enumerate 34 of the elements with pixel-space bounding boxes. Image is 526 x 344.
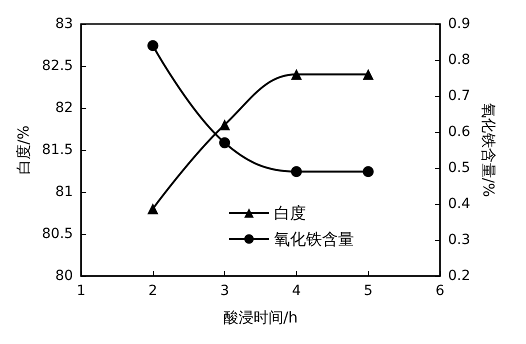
y2-tick-label: 0.7	[448, 88, 470, 104]
point	[147, 40, 158, 52]
x-tick-label: 5	[364, 283, 373, 299]
x-tick-label: 6	[436, 283, 445, 299]
legend-label: 氧化铁含量	[274, 230, 354, 248]
point	[219, 137, 230, 148]
legend-label: 白度	[274, 204, 306, 222]
y2-tick-label: 0.4	[448, 196, 470, 212]
y-tick-label: 82.5	[42, 58, 74, 74]
x-tick-label: 3	[220, 283, 230, 299]
y-tick-label: 82	[55, 100, 74, 116]
y-tick-label: 80	[55, 268, 74, 284]
y2-tick-label: 0.8	[448, 52, 470, 68]
y-tick-label: 81	[55, 184, 74, 200]
y2-tick-label: 0.6	[448, 124, 470, 140]
point	[362, 68, 374, 80]
point	[362, 166, 374, 178]
y-tick-label: 81.5	[42, 142, 74, 158]
point	[290, 68, 302, 80]
point	[290, 166, 302, 178]
point	[219, 119, 230, 130]
y2-tick-label: 0.5	[448, 160, 470, 176]
x-tick-label: 2	[148, 283, 158, 299]
x-axis-title: 酸浸时间/h	[223, 308, 298, 326]
y2-axis-title: 氧化铁含量/%	[480, 102, 498, 198]
y-tick-label: 80.5	[42, 226, 74, 242]
x-tick-label: 4	[292, 283, 301, 299]
x-tick-label: 1	[76, 283, 86, 299]
y-tick-label: 83	[55, 16, 74, 32]
y2-tick-label: 0.3	[448, 232, 470, 248]
y2-tick-label: 0.2	[448, 268, 470, 284]
y-axis-title: 白度/%	[14, 125, 32, 175]
y2-tick-label: 0.9	[448, 16, 470, 32]
point	[147, 203, 158, 214]
